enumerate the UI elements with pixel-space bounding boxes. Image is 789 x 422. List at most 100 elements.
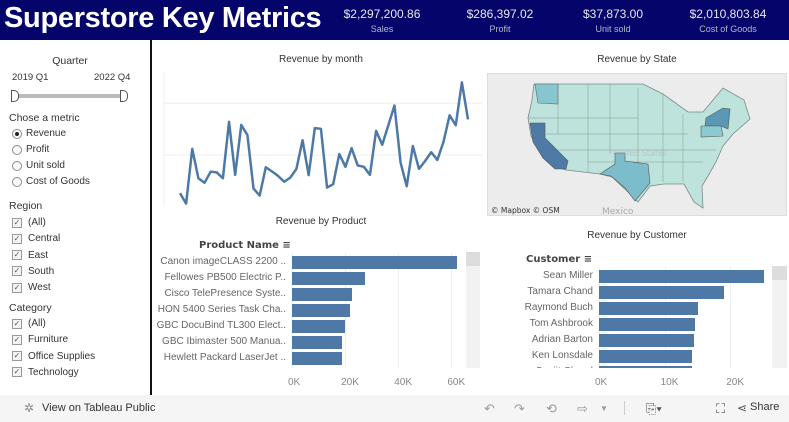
quarter-slider-track[interactable]: [14, 94, 126, 98]
bar-label[interactable]: Hewlett Packard LaserJet ..: [163, 352, 286, 363]
fullscreen-icon[interactable]: ⛶: [716, 401, 726, 416]
checkbox-checked-icon: ✓: [12, 334, 22, 345]
sort-icon[interactable]: ≡: [583, 254, 593, 265]
metric-radio-revenue[interactable]: Revenue: [12, 128, 66, 139]
bar-label[interactable]: Sanjit Chand: [536, 366, 593, 368]
radio-icon: [12, 176, 22, 187]
scroll-thumb[interactable]: [466, 252, 480, 266]
checkbox-label: Office Supplies: [28, 350, 96, 362]
product-name-header[interactable]: Product Name ≡: [199, 240, 291, 251]
bar[interactable]: [599, 270, 764, 283]
share-icon[interactable]: ⋖: [737, 401, 748, 415]
toolbar-separator: [624, 401, 625, 415]
category-checkbox[interactable]: ✓ (All): [12, 318, 46, 329]
x-tick-label: 60K: [447, 377, 466, 388]
radio-label: Revenue: [26, 128, 67, 139]
checkbox-label: Furniture: [28, 334, 69, 346]
region-title: Region: [9, 200, 43, 212]
quarter-slider-end-handle[interactable]: [120, 90, 128, 102]
scroll-thumb[interactable]: [772, 266, 787, 280]
bar[interactable]: [599, 302, 699, 315]
x-tick-label: 20K: [341, 377, 359, 388]
bar[interactable]: [292, 256, 457, 269]
region-checkbox[interactable]: ✓ (All): [12, 217, 46, 228]
state-pennsylvania: [700, 125, 724, 138]
metric-radio-cost-of-goods[interactable]: Cost of Goods: [12, 176, 90, 187]
x-tick-label: 0K: [288, 377, 301, 388]
refresh-icon[interactable]: ⇨: [577, 401, 588, 416]
x-tick-label: 10K: [660, 377, 679, 388]
category-checkbox[interactable]: ✓ Furniture: [12, 334, 68, 345]
gridline: [451, 253, 453, 368]
share-button[interactable]: Share: [750, 401, 780, 413]
bar-label[interactable]: Cisco TelePresence Syste..: [164, 288, 286, 299]
kpi-unit-sold: $37,873.00 Unit sold: [553, 7, 673, 34]
metric-title: Chose a metric: [9, 112, 80, 124]
bar[interactable]: [599, 334, 695, 347]
category-checkbox[interactable]: ✓ Office Supplies: [12, 351, 95, 362]
region-checkbox[interactable]: ✓ East: [12, 250, 48, 261]
checkbox-checked-icon: ✓: [12, 266, 22, 277]
bar-label[interactable]: Raymond Buch: [524, 302, 593, 313]
undo-icon[interactable]: ↶: [484, 401, 495, 416]
bar-label[interactable]: Sean Miller: [542, 270, 593, 281]
category-title: Category: [9, 302, 52, 314]
quarter-start: 2019 Q1: [12, 72, 49, 83]
bar[interactable]: [292, 272, 366, 285]
bar-label[interactable]: GBC Ibimaster 500 Manua..: [162, 336, 286, 347]
region-checkbox[interactable]: ✓ West: [12, 282, 51, 293]
dashboard-title: Superstore Key Metrics: [4, 2, 322, 34]
metric-radio-unit-sold[interactable]: Unit sold: [12, 160, 65, 171]
bar[interactable]: [599, 286, 724, 299]
quarter-slider-start-handle[interactable]: [11, 90, 19, 102]
checkbox-checked-icon: ✓: [12, 351, 22, 362]
bar[interactable]: [599, 318, 695, 331]
state-borders: [528, 84, 716, 182]
region-checkbox[interactable]: ✓ South: [12, 266, 54, 277]
bar-label[interactable]: GBC DocuBind TL300 Elect..: [156, 320, 286, 331]
product-scrollbar[interactable]: [466, 252, 480, 368]
bar-label[interactable]: Canon imageCLASS 2200 ..: [160, 256, 286, 267]
kpi-profit: $286,397.02 Profit: [440, 7, 560, 34]
bar[interactable]: [292, 336, 343, 349]
bar[interactable]: [292, 304, 351, 317]
bar-label[interactable]: Ken Lonsdale: [531, 350, 593, 361]
bar[interactable]: [599, 350, 693, 363]
bar[interactable]: [292, 320, 346, 333]
checkbox-label: Technology: [28, 366, 79, 378]
bar[interactable]: [599, 366, 692, 368]
revert-icon[interactable]: ⟲: [546, 401, 557, 416]
view-on-tableau-public-link[interactable]: View on Tableau Public: [42, 402, 156, 414]
revenue-by-state-map[interactable]: Mexico United States © Mapbox © OSM: [487, 73, 787, 216]
bar-label[interactable]: Fellowes PB500 Electric P..: [164, 272, 286, 283]
redo-icon[interactable]: ↷: [514, 401, 525, 416]
sort-icon[interactable]: ≡: [282, 240, 291, 251]
checkbox-label: West: [28, 282, 51, 294]
region-checkbox[interactable]: ✓ Central: [12, 233, 60, 244]
bar-label[interactable]: Adrian Barton: [531, 334, 593, 345]
metric-radio-profit[interactable]: Profit: [12, 144, 49, 155]
checkbox-label: (All): [28, 217, 46, 228]
bar-label[interactable]: Tamara Chand: [527, 286, 593, 297]
download-icon[interactable]: ⎘▾: [646, 401, 662, 416]
map-attribution[interactable]: © Mapbox © OSM: [491, 206, 560, 215]
category-checkbox[interactable]: ✓ Technology: [12, 367, 79, 378]
checkbox-checked-icon: ✓: [12, 250, 22, 261]
kpi-value: $2,297,200.86: [343, 7, 421, 21]
kpi-value: $286,397.02: [466, 7, 534, 21]
state-texas: [599, 152, 651, 202]
map-label-mexico-outer: Mexico: [602, 207, 634, 217]
customer-scrollbar[interactable]: [772, 266, 787, 368]
bar-label[interactable]: HON 5400 Series Task Cha..: [157, 304, 286, 315]
bar[interactable]: [292, 288, 352, 301]
customer-header[interactable]: Customer ≡: [526, 254, 592, 265]
checkbox-checked-icon: ✓: [12, 233, 22, 244]
product-chart-title: Revenue by Product: [275, 216, 367, 227]
gridline: [664, 267, 666, 368]
state-california: [529, 122, 569, 170]
kpi-label: Unit sold: [595, 24, 631, 34]
bar[interactable]: [292, 352, 342, 365]
filter-sidebar: Quarter 2019 Q1 2022 Q4 Chose a metric R…: [0, 40, 150, 395]
bar-label[interactable]: Tom Ashbrook: [529, 318, 593, 329]
refresh-dropdown-icon[interactable]: ▼: [600, 404, 608, 413]
